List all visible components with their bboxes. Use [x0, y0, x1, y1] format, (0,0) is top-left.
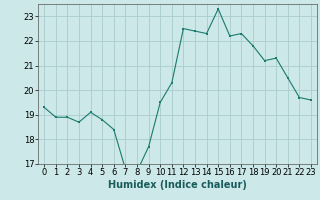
X-axis label: Humidex (Indice chaleur): Humidex (Indice chaleur) [108, 180, 247, 190]
